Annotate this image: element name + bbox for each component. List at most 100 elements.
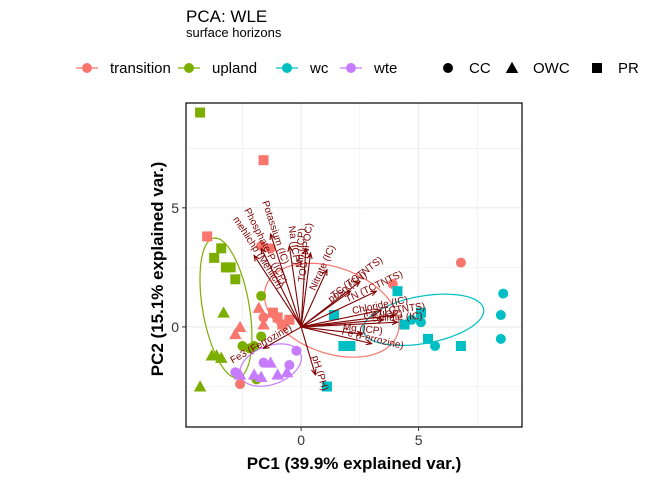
point-transition-circle: [258, 312, 269, 323]
loading-label: Mg (ICP): [342, 322, 383, 338]
point-transition-square: [277, 319, 288, 330]
point-upland-triangle: [214, 351, 228, 363]
legend-label-wte: wte: [373, 60, 397, 77]
loading-arrow: [301, 309, 382, 328]
loading-arrowhead: [356, 330, 364, 337]
point-transition-circle: [235, 379, 246, 390]
y-tick-label: 0: [171, 319, 179, 335]
loading-arrow: [263, 326, 302, 349]
loading-arrowhead: [391, 319, 399, 326]
loading-arrow: [260, 248, 302, 328]
y-tick-label: 5: [171, 200, 179, 216]
point-wc-circle: [415, 317, 426, 328]
point-transition-square: [202, 231, 213, 242]
point-upland-circle: [256, 290, 267, 301]
point-upland-square: [209, 252, 220, 263]
point-wc-circle: [495, 333, 506, 344]
loading-arrow: [300, 326, 316, 375]
point-wc-square: [338, 341, 349, 351]
point-upland-square: [216, 243, 227, 254]
loading-arrowhead: [310, 368, 317, 376]
loading-arrow: [300, 253, 312, 328]
x-tick-label: 5: [415, 432, 423, 448]
loading-arrow: [300, 269, 328, 328]
point-transition-triangle: [252, 301, 266, 313]
point-upland-circle: [256, 331, 267, 342]
legend-label-CC: CC: [469, 60, 491, 77]
ellipse-transition: [263, 262, 400, 358]
point-upland-triangle: [217, 306, 230, 318]
point-wc-square: [329, 310, 340, 321]
loading-arrowhead: [307, 251, 313, 260]
point-transition-triangle: [257, 318, 270, 330]
loading-arrowhead: [365, 339, 373, 346]
plot-panel: Potassium (IC)Phosphate-P (ICP)mehlichp …: [185, 102, 523, 428]
loading-arrow: [300, 290, 377, 328]
point-wc-circle: [430, 341, 441, 351]
y-axis-label: PC2 (15.1% explained var.): [148, 162, 167, 377]
legend-key-wc: [282, 63, 292, 73]
point-wte-triangle: [254, 370, 268, 382]
point-wc-square: [455, 341, 466, 351]
loading-arrowhead: [287, 244, 293, 252]
x-axis-label: PC1 (39.9% explained var.): [247, 454, 462, 473]
loading-arrow: [300, 248, 307, 327]
legend-shape-CC: [443, 63, 453, 73]
point-transition-square: [267, 307, 278, 318]
point-wte-circle: [284, 360, 295, 371]
loading-arrowhead: [353, 280, 361, 288]
x-tick-label: 0: [297, 432, 305, 448]
loading-arrowhead: [377, 317, 385, 324]
legend-shape-OWC: [505, 61, 519, 73]
loading-arrowhead: [370, 290, 378, 297]
legend: transition upland wc wte CC OWC PR: [76, 60, 639, 77]
legend-shape-PR: [592, 63, 602, 73]
loading-arrowhead: [375, 308, 383, 315]
point-transition-triangle: [233, 320, 247, 332]
point-transition-circle: [265, 243, 276, 254]
chart-title: PCA: WLE: [186, 7, 267, 26]
loading-arrowhead: [260, 247, 267, 255]
point-wc-square: [399, 319, 410, 330]
point-wc-square: [345, 341, 356, 351]
point-upland-square: [225, 262, 236, 273]
point-wte-circle: [258, 357, 269, 368]
data-points: [193, 107, 509, 392]
loading-arrowhead: [302, 246, 309, 255]
point-wte-triangle: [271, 368, 284, 380]
loading-label: Sulfate (IC): [372, 311, 423, 324]
point-upland-square: [195, 107, 206, 118]
point-wc-square: [415, 307, 426, 318]
axis-ticks: 0 5 0 5: [171, 200, 423, 448]
loading-label: Mn (ICP): [295, 228, 308, 269]
panel-border: [185, 102, 523, 428]
point-wte-triangle: [280, 365, 294, 378]
loading-arrow: [301, 321, 398, 328]
legend-label-upland: upland: [212, 60, 257, 77]
point-transition-square: [258, 155, 269, 166]
point-upland-square: [230, 274, 241, 285]
loading-arrow: [253, 255, 302, 328]
point-wc-square: [321, 381, 332, 392]
loading-arrowhead: [344, 290, 352, 297]
point-wc-circle: [495, 310, 506, 321]
point-wc-circle: [406, 314, 417, 325]
loading-arrow: [270, 233, 302, 328]
point-wc-square: [392, 286, 403, 297]
legend-label-OWC: OWC: [533, 60, 570, 77]
loading-arrow: [301, 326, 363, 335]
point-wte-circle: [230, 367, 241, 378]
loading-arrow: [300, 290, 351, 328]
loading-arrowhead: [389, 312, 397, 319]
point-wc-square: [423, 333, 434, 344]
legend-key-wte: [346, 63, 356, 73]
point-upland-triangle: [193, 380, 207, 392]
legend-label-PR: PR: [618, 60, 639, 77]
point-wc-circle: [498, 288, 509, 299]
loading-arrowhead: [262, 343, 270, 350]
point-wte-circle: [291, 345, 302, 356]
legend-label-transition: transition: [110, 60, 171, 77]
point-upland-circle: [249, 341, 260, 351]
loading-arrow: [301, 326, 372, 345]
